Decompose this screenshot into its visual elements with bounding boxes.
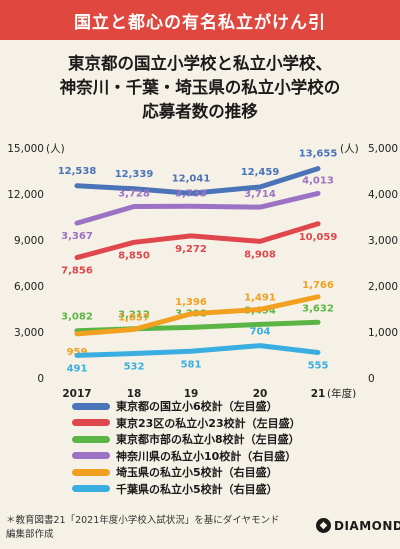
data-label: 12,339 xyxy=(115,169,154,180)
y-right-tick-label: 4,000 xyxy=(368,189,398,201)
data-label: 3,367 xyxy=(61,231,93,242)
legend-swatch xyxy=(72,419,110,426)
y-right-tick-label: 2,000 xyxy=(368,281,398,293)
x-tick-label: 20 xyxy=(253,388,268,398)
data-label: 959 xyxy=(67,347,88,358)
series-line xyxy=(74,166,321,196)
data-label: 13,655 xyxy=(299,149,338,160)
data-label: 1,057 xyxy=(118,312,150,323)
legend-label: 東京都の国立小6校計（左目盛） xyxy=(116,400,278,413)
chart-legend: 東京都の国立小6校計（左目盛） 東京23区の私立小23校計（左目盛） 東京都市部の私… xyxy=(72,398,301,497)
legend-swatch xyxy=(72,402,110,410)
data-label: 3,728 xyxy=(118,189,150,200)
legend-label: 東京23区の私立小23校計（左目盛） xyxy=(116,416,301,430)
legend-label: 東京都市部の私立小8校計（左目盛） xyxy=(116,433,300,446)
y-left-tick-label: 9,000 xyxy=(14,235,44,247)
data-label: 3,082 xyxy=(61,312,93,323)
y-right-tick-label: 5,000 xyxy=(368,143,398,155)
x-tick-label: 21 xyxy=(311,388,326,398)
data-label: 10,059 xyxy=(299,232,338,243)
data-label: 704 xyxy=(250,327,271,338)
y-left-tick-label: 0 xyxy=(37,373,44,385)
y-left-tick-label: 12,000 xyxy=(7,189,44,201)
legend-item: 東京都市部の私立小8校計（左目盛） xyxy=(72,431,301,447)
y-left-tick-label: 6,000 xyxy=(14,281,44,293)
diamond-logo-icon: ◆ xyxy=(316,518,331,533)
data-label: 3,714 xyxy=(244,189,276,200)
data-label: 4,013 xyxy=(302,175,334,186)
data-label: 1,396 xyxy=(175,297,207,308)
y-left-tick-label: 3,000 xyxy=(14,327,44,339)
brand: ◆ DIAMOND xyxy=(316,518,400,533)
x-tick-label: 18 xyxy=(127,388,142,398)
chart-title-line2: 神奈川・千葉・埼玉県の私立小学校の xyxy=(59,78,341,97)
legend-swatch xyxy=(72,452,110,459)
legend-item: 埼玉県の私立小5校計（右目盛） xyxy=(72,464,301,480)
series-line xyxy=(74,190,321,226)
data-label: 1,491 xyxy=(244,292,276,303)
x-axis-unit: (年度) xyxy=(327,387,356,398)
legend-item: 東京23区の私立小23校計（左目盛） xyxy=(72,415,301,431)
y-left-tick-label: 15,000 xyxy=(7,143,44,155)
footnote-line1: ＊教育図書21「2021年度小学校入試状況」を基にダイヤモンド xyxy=(6,515,280,526)
legend-swatch xyxy=(72,468,110,476)
data-label: 9,272 xyxy=(175,244,207,255)
legend-label: 神奈川県の私立小10校計（右目盛） xyxy=(116,449,297,463)
data-label: 12,041 xyxy=(172,173,211,184)
footnote: ＊教育図書21「2021年度小学校入試状況」を基にダイヤモンド 編集部作成 xyxy=(6,514,279,542)
data-label: 3,632 xyxy=(302,303,334,314)
x-tick-label: 2017 xyxy=(62,388,91,398)
header-banner: 国立と都心の有名私立がけん引 xyxy=(0,0,400,40)
y-right-unit: (人) xyxy=(340,143,359,155)
data-label: 491 xyxy=(67,363,88,374)
data-label: 3,212 xyxy=(118,310,150,321)
y-right-tick-label: 0 xyxy=(368,373,375,385)
footnote-line2: 編集部作成 xyxy=(6,529,54,540)
data-label: 581 xyxy=(181,359,202,370)
chart-title-line3: 応募者数の推移 xyxy=(142,102,258,121)
legend-item: 神奈川県の私立小10校計（右目盛） xyxy=(72,448,301,464)
series-line xyxy=(74,221,321,261)
data-label: 7,856 xyxy=(61,266,93,277)
legend-swatch xyxy=(72,485,110,492)
series-line xyxy=(74,294,321,337)
chart-title-line1: 東京都の国立小学校と私立小学校、 xyxy=(68,54,332,73)
data-label: 8,850 xyxy=(118,250,150,261)
data-label: 1,766 xyxy=(302,280,334,291)
data-label: 12,538 xyxy=(58,166,97,177)
legend-item: 東京都の国立小6校計（左目盛） xyxy=(72,398,301,414)
data-label: 3,733 xyxy=(175,188,207,199)
y-right-tick-label: 3,000 xyxy=(368,235,398,247)
legend-label: 千葉県の私立小5校計（右目盛） xyxy=(116,482,278,496)
data-label: 532 xyxy=(124,362,145,373)
line-chart: 0 3,000 6,000 9,000 12,000 15,000 0 1,000 2,000 3… xyxy=(7,143,398,398)
chart-title: 東京都の国立小学校と私立小学校、 神奈川・千葉・埼玉県の私立小学校の 応募者数の… xyxy=(0,52,400,124)
legend-item: 千葉県の私立小5校計（右目盛） xyxy=(72,481,301,497)
y-left-unit: (人) xyxy=(46,143,65,155)
data-label: 555 xyxy=(308,360,329,371)
y-right-tick-label: 1,000 xyxy=(368,327,398,339)
data-label: 12,459 xyxy=(241,167,280,178)
legend-swatch xyxy=(72,435,110,443)
brand-name: DIAMOND xyxy=(334,518,400,533)
banner-text: 国立と都心の有名私立がけん引 xyxy=(74,12,326,33)
x-tick-label: 19 xyxy=(184,388,199,398)
data-label: 8,908 xyxy=(244,249,276,260)
legend-label: 埼玉県の私立小5校計（右目盛） xyxy=(116,466,278,479)
series-line xyxy=(74,343,321,358)
